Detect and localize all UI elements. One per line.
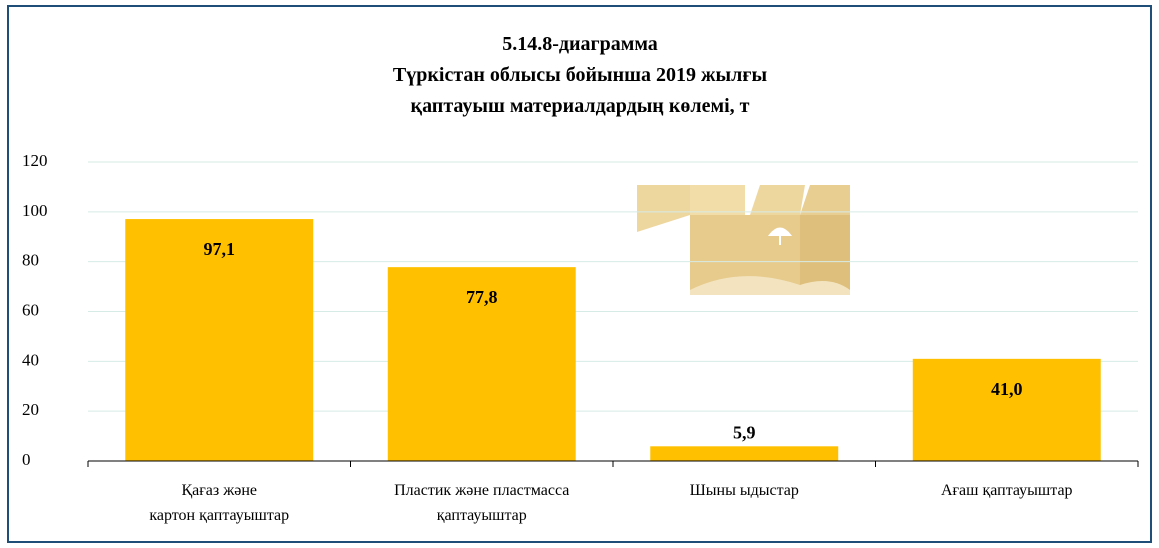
value-label: 5,9 <box>733 422 756 442</box>
bar <box>125 219 314 461</box>
x-tick-label: Қағаз және картон қаптауыштар <box>149 482 289 524</box>
value-label: 77,8 <box>466 287 498 307</box>
decorative-box <box>637 185 850 295</box>
y-tick-label: 20 <box>22 400 39 419</box>
y-tick-label: 0 <box>22 450 31 469</box>
x-tick-label: Шыны ыдыстар <box>690 482 799 499</box>
x-tick-label: Пластик және пластмасса қаптауыштар <box>394 482 569 524</box>
value-label: 97,1 <box>204 239 236 259</box>
y-tick-label: 100 <box>22 201 48 220</box>
x-tick-label: Ағаш қаптауыштар <box>941 482 1073 499</box>
bar <box>912 358 1101 461</box>
y-tick-label: 120 <box>22 151 48 170</box>
bar <box>650 446 839 461</box>
y-tick-label: 80 <box>22 251 39 270</box>
y-tick-label: 60 <box>22 300 39 319</box>
chart-title: 5.14.8-диаграмма Түркістан облысы бойынша… <box>393 33 768 117</box>
bar <box>387 267 576 461</box>
frame <box>7 5 1152 543</box>
value-label: 41,0 <box>991 379 1023 399</box>
y-tick-label: 40 <box>22 350 39 369</box>
